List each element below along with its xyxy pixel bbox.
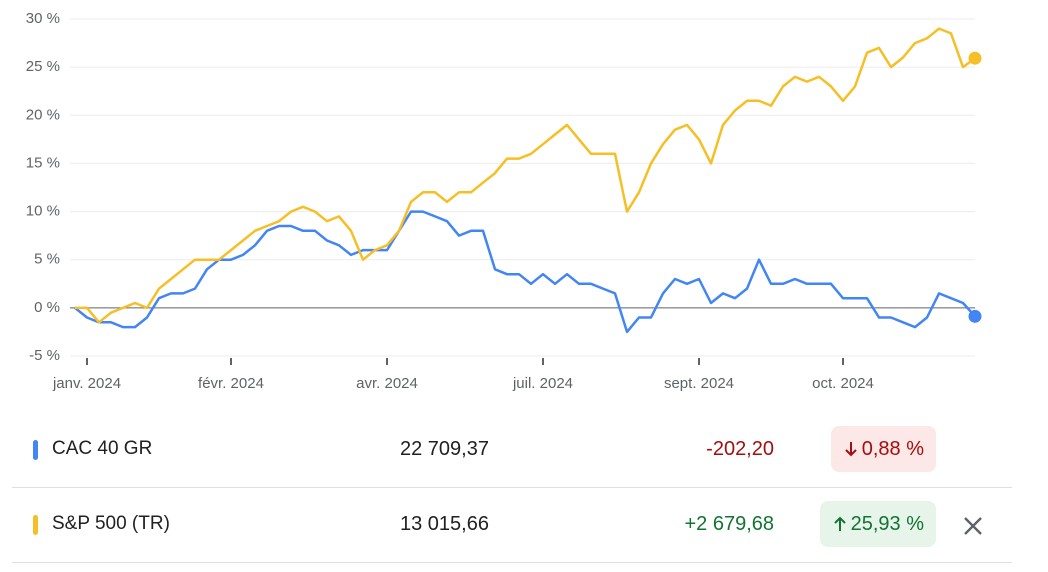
- arrow-down: [845, 442, 857, 457]
- x-tick-label: avr. 2024: [356, 375, 418, 392]
- pct-text: 25,93 %: [850, 512, 924, 535]
- x-tick-label: févr. 2024: [198, 375, 264, 392]
- y-tick-label: 5 %: [34, 251, 60, 268]
- y-tick-label: 25 %: [26, 58, 60, 75]
- series-line: [74, 210, 976, 334]
- series-line: [75, 27, 976, 324]
- x-tick-label: oct. 2024: [812, 375, 874, 392]
- row-change-pct: 25,93 %: [819, 501, 936, 547]
- arrow-up: [833, 516, 846, 531]
- y-tick-label: 0 %: [34, 299, 60, 316]
- series-swatch: [33, 440, 38, 460]
- table-row[interactable]: S&P 500 (TR) 13 015,66 +2 679,68 25,93 %: [12, 488, 1012, 563]
- x-tick-label: janv. 2024: [52, 375, 121, 392]
- x-tick-label: juil. 2024: [512, 375, 573, 392]
- series-swatch: [33, 515, 38, 535]
- row-change: +2 679,68: [684, 513, 774, 535]
- row-price: 13 015,66: [400, 513, 489, 535]
- chart: -5 % 0 % 5 % 10 % 15 % 20 % 25 % 30 % janv. 2024…: [26, 10, 982, 392]
- row-name: CAC 40 GR: [52, 438, 153, 459]
- row-change: -202,20: [706, 438, 774, 460]
- y-tick-label: 20 %: [26, 106, 60, 123]
- x-tick-label: sept. 2024: [664, 375, 734, 392]
- end-point: [968, 51, 982, 65]
- table-row[interactable]: CAC 40 GR 22 709,37 -202,20 0,88 %: [12, 413, 1012, 488]
- y-tick-label: 10 %: [26, 203, 60, 220]
- row-change-pct: 0,88 %: [830, 426, 936, 472]
- y-tick-label: 15 %: [26, 154, 60, 171]
- end-point: [968, 309, 982, 323]
- row-name: S&P 500 (TR): [52, 513, 170, 534]
- pct-text: 0,88 %: [861, 437, 924, 460]
- row-price: 22 709,37: [400, 438, 489, 460]
- y-tick-label: 30 %: [26, 10, 60, 27]
- y-tick-label: -5 %: [29, 347, 60, 364]
- remove-button[interactable]: [960, 513, 986, 539]
